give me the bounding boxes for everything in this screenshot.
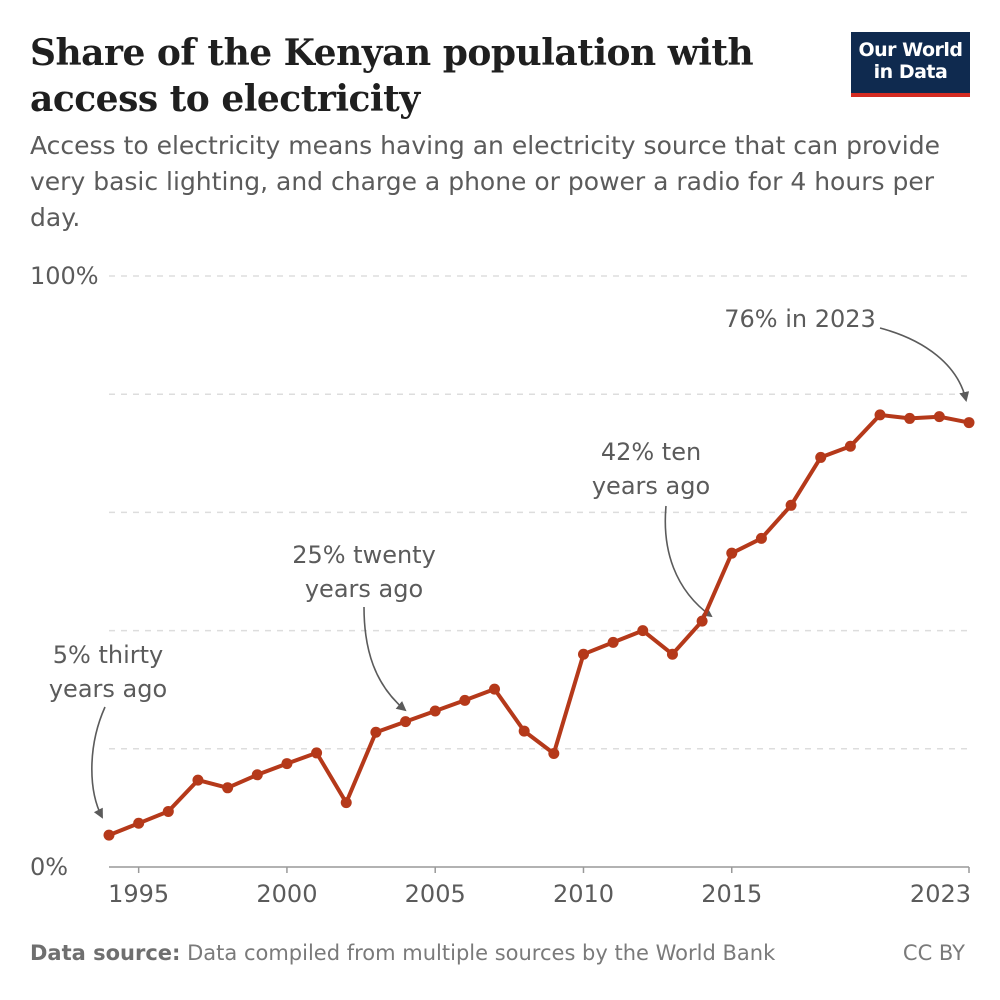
data-point [844, 440, 856, 452]
data-point [370, 726, 382, 738]
annotation-text: 25% twenty [292, 541, 436, 569]
annotation-arrow [664, 505, 713, 618]
logo-line-2: in Data [873, 61, 948, 83]
series-line [107, 412, 971, 838]
data-point [489, 683, 501, 695]
axis-layer: 0% 100% 1995 2000 2005 2010 2015 2023 [30, 262, 971, 908]
x-tick-label: 2010 [553, 880, 614, 908]
annotation-text: 5% thirty [53, 641, 163, 669]
data-point [222, 782, 234, 794]
annotation-text: 76% in 2023 [724, 305, 876, 333]
data-point [340, 797, 352, 809]
data-point [933, 411, 945, 423]
data-source-label: Data source: [30, 941, 181, 965]
data-point [548, 748, 560, 760]
annotation-arrow [91, 706, 106, 819]
license-text[interactable]: CC BY [902, 941, 965, 965]
y-tick-label: 0% [30, 853, 68, 881]
data-point [281, 758, 293, 770]
data-point [815, 451, 827, 463]
data-point [637, 625, 649, 637]
data-point [103, 829, 115, 841]
data-point [696, 615, 708, 627]
footer: Data source: Data compiled from multiple… [30, 941, 970, 971]
data-point [518, 725, 530, 737]
x-tick-label: 1995 [108, 880, 169, 908]
data-point [904, 412, 916, 424]
annotation-arrow [363, 606, 407, 712]
data-point [429, 705, 441, 717]
data-point [162, 805, 174, 817]
data-point [963, 417, 975, 429]
data-point [400, 716, 412, 728]
data-point [459, 694, 471, 706]
y-tick-label: 100% [30, 262, 99, 290]
chart-subtitle: Access to electricity means having an el… [30, 131, 940, 232]
data-point [251, 769, 263, 781]
annotation-arrow [879, 327, 970, 402]
data-point [133, 817, 145, 829]
series-layer [103, 409, 975, 841]
data-point [726, 547, 738, 559]
data-point [874, 409, 886, 421]
data-point [755, 532, 767, 544]
data-point [607, 636, 619, 648]
logo-line-1: Our World [858, 39, 963, 61]
data-point [311, 747, 323, 759]
x-tick-label: 2005 [405, 880, 466, 908]
data-point [785, 499, 797, 511]
data-point [577, 648, 589, 660]
data-point [192, 774, 204, 786]
owid-logo[interactable]: Our World in Data [851, 32, 970, 97]
x-tick-label: 2000 [256, 880, 317, 908]
annotation-text: years ago [305, 575, 423, 603]
data-source-text[interactable]: Data compiled from multiple sources by t… [187, 941, 776, 965]
x-tick-label: 2015 [701, 880, 762, 908]
annotation-text: years ago [49, 675, 167, 703]
data-point [666, 648, 678, 660]
annotation-text: years ago [592, 472, 710, 500]
grid-layer [109, 275, 969, 750]
annotation-text: 42% ten [601, 438, 701, 466]
annotation-layer: 5% thirty years ago 25% twenty years ago 42%… [49, 305, 970, 819]
chart-title: Share of the Kenyan population with acce… [30, 32, 754, 120]
x-tick-label: 2023 [910, 880, 971, 908]
